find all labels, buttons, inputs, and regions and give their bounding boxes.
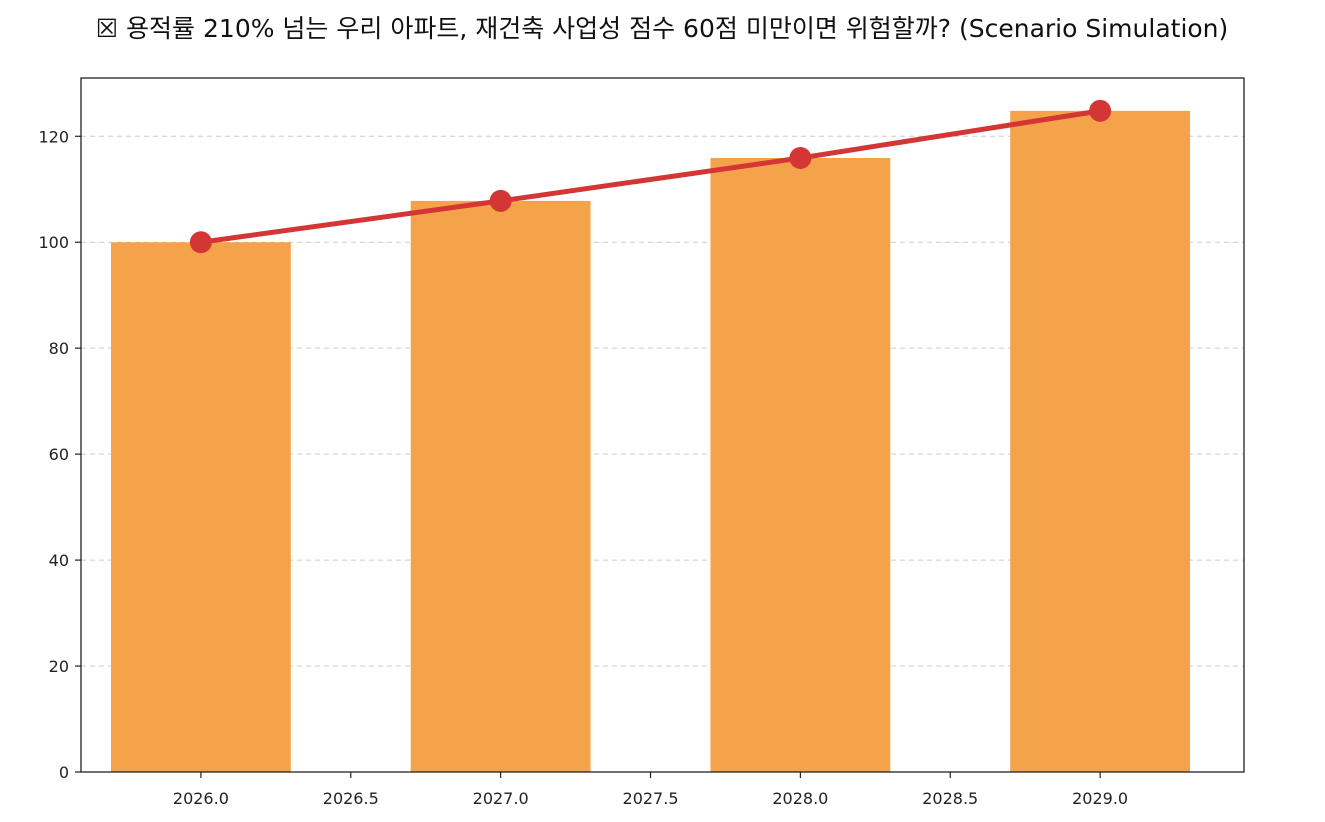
bar-series [110, 110, 1191, 773]
y-tick-label-4: 80 [49, 339, 69, 358]
y-tick-label-2: 40 [49, 551, 69, 570]
y-tick-label-0: 0 [59, 763, 69, 782]
x-tick-label-6: 2029.0 [1072, 789, 1128, 808]
x-tick-label-4: 2028.0 [772, 789, 828, 808]
x-tick-label-1: 2026.5 [323, 789, 379, 808]
x-axis-ticks: 2026.0 2026.5 2027.0 2027.5 2028.0 2028.5 2029… [173, 772, 1128, 808]
trend-line [200, 108, 1101, 245]
y-tick-label-3: 60 [49, 445, 69, 464]
bar-2027 [410, 200, 591, 773]
x-tick-label-3: 2027.5 [623, 789, 679, 808]
bar-2029 [1010, 110, 1191, 772]
line-point-2027 [489, 189, 512, 212]
y-tick-label-1: 20 [49, 657, 69, 676]
x-tick-label-2: 2027.0 [473, 789, 529, 808]
chart-title: ☒ 용적률 210% 넘는 우리 아파트, 재건축 사업성 점수 60점 미만이… [96, 14, 1229, 43]
bar-2028 [710, 157, 891, 772]
y-tick-label-6: 120 [38, 127, 69, 146]
line-point-2028 [789, 146, 812, 169]
x-tick-label-0: 2026.0 [173, 789, 229, 808]
bar-2026 [110, 242, 291, 772]
y-axis-ticks: 0 20 40 60 80 100 120 [38, 127, 81, 782]
y-tick-label-5: 100 [38, 233, 69, 252]
plot-frame [80, 77, 1245, 773]
line-point-2029 [1089, 99, 1112, 122]
line-series [189, 99, 1112, 254]
x-tick-label-5: 2028.5 [922, 789, 978, 808]
line-point-2026 [189, 231, 212, 254]
